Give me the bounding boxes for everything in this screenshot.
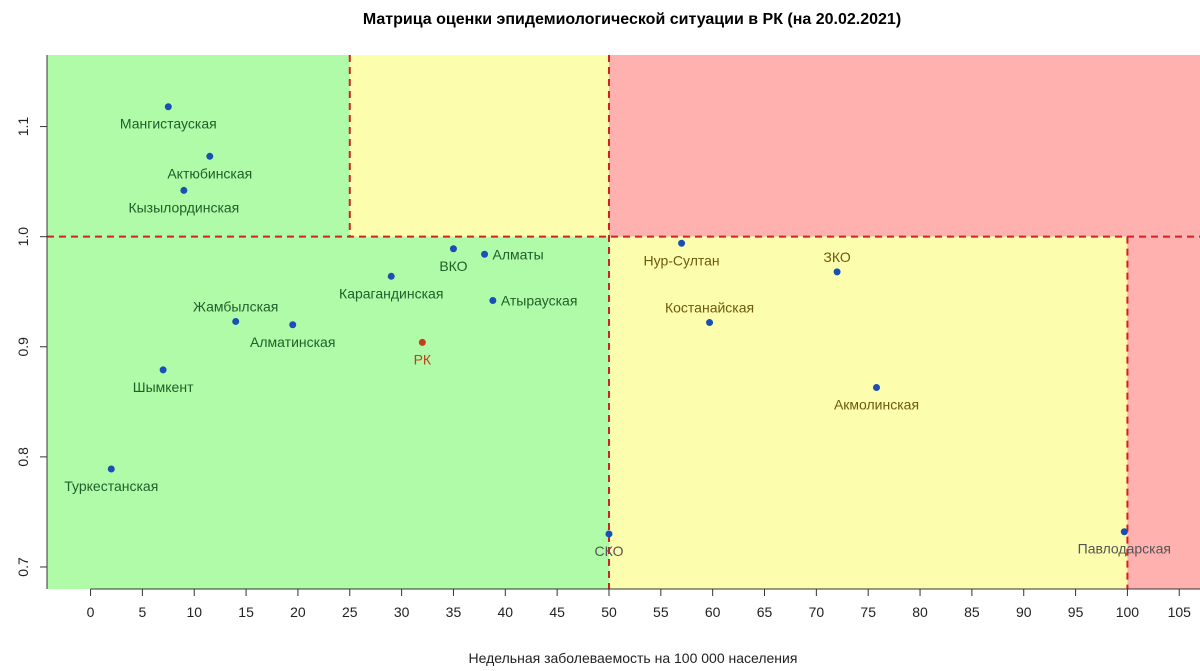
y-tick-label-4: 1.1 xyxy=(15,117,31,137)
data-point-label-0: Мангистауская xyxy=(120,116,217,132)
x-tick-label-20: 100 xyxy=(1116,604,1140,620)
x-tick-label-11: 55 xyxy=(653,604,669,620)
data-point-2 xyxy=(180,186,188,194)
data-point-label-8: Алматинская xyxy=(250,334,335,350)
data-point-label-14: ЗКО xyxy=(823,249,850,265)
data-point-9 xyxy=(418,338,426,346)
zone-4 xyxy=(608,236,1128,589)
x-tick-label-19: 95 xyxy=(1068,604,1084,620)
data-point-7 xyxy=(232,317,240,325)
data-point-12 xyxy=(605,530,613,538)
data-point-label-11: Туркестанская xyxy=(64,478,158,494)
x-tick-label-5: 25 xyxy=(342,604,358,620)
data-point-11 xyxy=(107,465,115,473)
x-tick-label-10: 50 xyxy=(601,604,617,620)
data-point-17 xyxy=(1120,528,1128,536)
data-point-label-15: Костанайская xyxy=(665,300,754,316)
x-tick-label-0: 0 xyxy=(87,604,95,620)
x-tick-label-3: 15 xyxy=(238,604,254,620)
y-tick-label-3: 1.0 xyxy=(15,227,31,247)
data-point-label-13: Нур-Султан xyxy=(643,252,719,268)
data-point-6 xyxy=(489,297,497,305)
x-tick-label-7: 35 xyxy=(446,604,462,620)
x-tick-label-17: 85 xyxy=(964,604,980,620)
x-tick-label-6: 30 xyxy=(394,604,410,620)
data-point-label-5: Карагандинская xyxy=(339,285,443,301)
data-point-16 xyxy=(872,384,880,392)
data-point-15 xyxy=(706,319,714,327)
zone-layer xyxy=(47,55,1200,589)
data-point-label-17: Павлодарская xyxy=(1078,541,1171,557)
data-point-5 xyxy=(387,272,395,280)
x-tick-label-12: 60 xyxy=(705,604,721,620)
data-point-label-6: Атырауская xyxy=(501,293,578,309)
data-point-label-2: Кызылординская xyxy=(128,199,239,215)
data-point-10 xyxy=(159,366,167,374)
data-point-14 xyxy=(833,268,841,276)
data-point-3 xyxy=(449,245,457,253)
data-point-label-12: СКО xyxy=(594,543,623,559)
y-tick-label-1: 0.8 xyxy=(15,447,31,467)
x-tick-label-4: 20 xyxy=(290,604,306,620)
data-point-8 xyxy=(289,321,297,329)
zone-5 xyxy=(1127,236,1200,589)
zone-1 xyxy=(47,55,350,237)
data-point-label-10: Шымкент xyxy=(133,379,194,395)
zone-3 xyxy=(608,55,1200,237)
data-point-label-9: РК xyxy=(414,351,432,367)
x-tick-label-21: 105 xyxy=(1168,604,1192,620)
points-layer: Мангистауская Актюбинская Кызылординская ВК… xyxy=(64,103,1171,559)
data-point-label-3: ВКО xyxy=(439,258,467,274)
data-point-1 xyxy=(206,152,214,160)
data-point-0 xyxy=(164,103,172,111)
zone-2 xyxy=(349,55,609,237)
x-tick-label-1: 5 xyxy=(138,604,146,620)
data-point-label-4: Алматы xyxy=(493,246,544,262)
x-tick-label-2: 10 xyxy=(186,604,202,620)
data-point-label-1: Актюбинская xyxy=(167,165,252,181)
x-tick-label-13: 65 xyxy=(757,604,773,620)
axes-layer: 0 5 10 15 20 25 30 35 40 45 50 55 60 65 70 75 80 85 90 95 10… xyxy=(15,55,1200,620)
y-tick-label-0: 0.7 xyxy=(15,557,31,577)
zone-0 xyxy=(47,236,609,589)
data-point-13 xyxy=(678,239,686,247)
x-tick-label-14: 70 xyxy=(809,604,825,620)
x-axis-label: Недельная заболеваемость на 100 000 насе… xyxy=(469,650,798,666)
data-point-label-16: Акмолинская xyxy=(834,397,919,413)
x-tick-label-9: 45 xyxy=(549,604,565,620)
x-tick-label-15: 75 xyxy=(860,604,876,620)
x-tick-label-16: 80 xyxy=(912,604,928,620)
y-tick-label-2: 0.9 xyxy=(15,337,31,357)
data-point-4 xyxy=(481,250,489,258)
x-tick-label-8: 40 xyxy=(498,604,514,620)
data-point-label-7: Жамбылская xyxy=(193,298,278,314)
x-tick-label-18: 90 xyxy=(1016,604,1032,620)
chart-title: Матрица оценки эпидемиологической ситуац… xyxy=(363,11,901,28)
